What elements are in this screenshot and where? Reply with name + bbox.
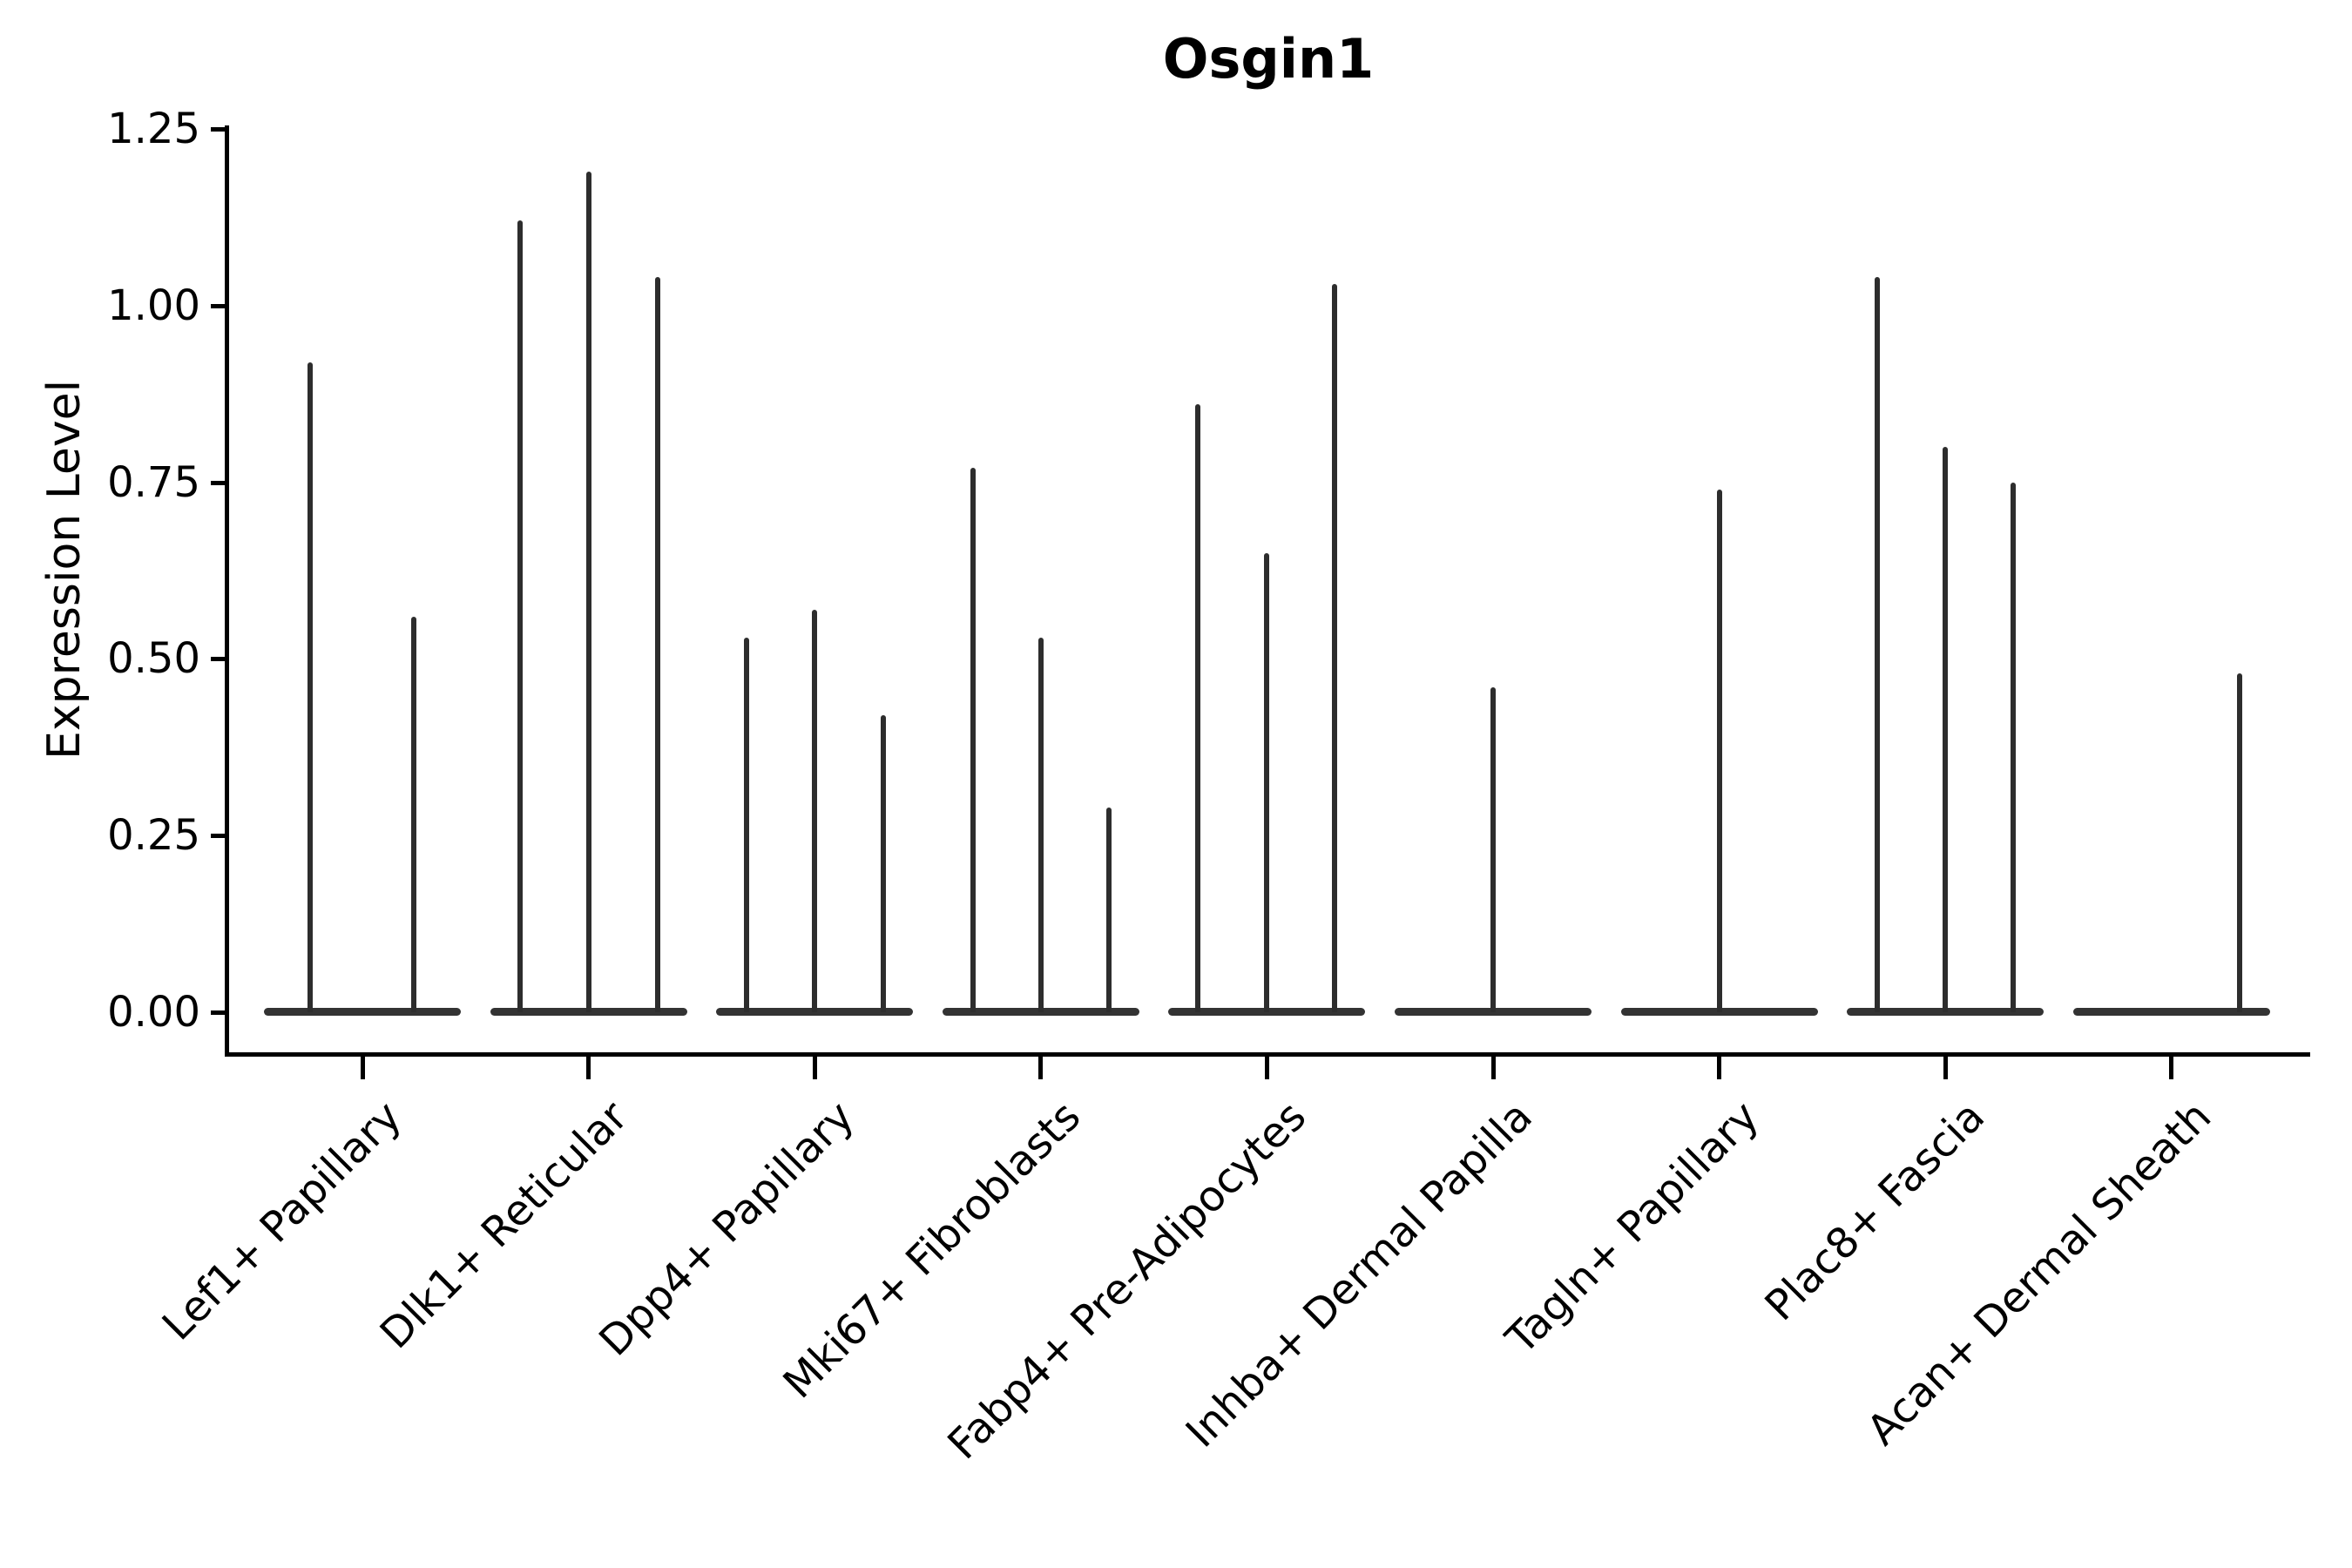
x-tick-label: Dlk1+ Reticular (371, 1092, 638, 1359)
x-axis-spine (225, 1052, 2310, 1057)
x-tick-mark (1264, 1057, 1269, 1079)
violin-spike (517, 220, 523, 1012)
x-tick-label: Dpp4+ Papillary (590, 1092, 864, 1366)
y-tick-label: 0.00 (107, 988, 200, 1037)
x-tick-label: Plac8+ Fascia (1755, 1092, 1995, 1331)
chart-title: Osgin1 (1162, 27, 1375, 91)
violin-spike (585, 171, 591, 1012)
y-axis-spine (225, 125, 229, 1057)
violin-spike (2236, 672, 2242, 1012)
y-tick-label: 1.25 (107, 105, 200, 153)
x-tick-mark (1038, 1057, 1044, 1079)
x-tick-mark (586, 1057, 591, 1079)
x-tick-label: Fabp4+ Pre-Adipocytes (938, 1092, 1316, 1470)
y-tick-label: 1.00 (107, 280, 200, 330)
x-tick-label: Lef1+ Papillary (153, 1092, 412, 1350)
y-tick-label: 0.75 (107, 457, 200, 507)
y-tick-mark (211, 1010, 225, 1015)
x-tick-label: Tagln+ Papillary (1497, 1092, 1768, 1364)
violin-spike (1195, 404, 1201, 1012)
violin-spike (1875, 277, 1881, 1012)
violin-spike (1332, 284, 1338, 1012)
violin-base (2072, 1008, 2270, 1016)
y-tick-mark (211, 127, 225, 132)
x-tick-mark (1490, 1057, 1496, 1079)
y-tick-mark (211, 834, 225, 839)
y-tick-mark (211, 303, 225, 308)
x-tick-mark (2169, 1057, 2174, 1079)
violin-spike (2011, 482, 2017, 1012)
y-tick-label: 0.25 (107, 811, 200, 861)
x-tick-mark (1717, 1057, 1722, 1079)
violin-spike (308, 362, 313, 1012)
violin-spike (1037, 638, 1044, 1012)
violin-spike (744, 638, 750, 1012)
violin-spike (654, 277, 660, 1012)
y-tick-mark (211, 657, 225, 662)
violin-spike (812, 609, 818, 1012)
x-tick-mark (360, 1057, 365, 1079)
violin-spike (1943, 447, 1949, 1012)
violin-spike (881, 715, 887, 1012)
y-tick-label: 0.50 (107, 634, 200, 684)
y-tick-mark (211, 480, 225, 485)
violin-spike (1105, 807, 1112, 1012)
violin-spike (1264, 552, 1270, 1012)
violin-spike (1716, 489, 1722, 1012)
x-tick-mark (1943, 1057, 1948, 1079)
y-axis-label: Expression Level (38, 379, 91, 760)
violin-spike (1490, 686, 1496, 1012)
violin-spike (970, 468, 976, 1012)
x-tick-mark (812, 1057, 817, 1079)
violin-base (264, 1008, 461, 1016)
violin-spike (411, 616, 416, 1012)
